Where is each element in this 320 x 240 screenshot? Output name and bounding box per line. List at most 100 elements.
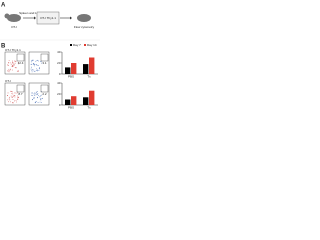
event-dot bbox=[12, 102, 14, 104]
x-tick-label: PBS bbox=[68, 105, 74, 109]
event-dot bbox=[9, 99, 11, 101]
event-dot bbox=[36, 96, 38, 98]
arrow-head bbox=[34, 16, 36, 20]
event-dot bbox=[11, 93, 13, 95]
event-dot bbox=[11, 65, 13, 67]
event-dot bbox=[14, 96, 16, 98]
event-dot bbox=[34, 63, 36, 65]
event-dot bbox=[7, 95, 8, 97]
event-dot bbox=[33, 64, 34, 66]
event-dot bbox=[34, 92, 36, 94]
mouse-icon bbox=[7, 14, 21, 22]
gate bbox=[40, 84, 49, 93]
event-dot bbox=[30, 68, 32, 70]
bar bbox=[65, 67, 71, 74]
event-dot bbox=[16, 101, 17, 103]
event-dot bbox=[8, 98, 10, 100]
event-dot bbox=[11, 96, 13, 98]
event-dot bbox=[11, 66, 13, 68]
event-dot bbox=[18, 61, 19, 63]
event-dot bbox=[31, 70, 33, 71]
event-dot bbox=[14, 60, 16, 62]
transfer-box bbox=[36, 11, 60, 25]
event-dot bbox=[8, 62, 10, 64]
flow-plot bbox=[28, 82, 50, 106]
event-dot bbox=[37, 70, 38, 72]
event-dot bbox=[13, 64, 15, 66]
event-dot bbox=[10, 101, 12, 103]
event-dot bbox=[15, 99, 17, 101]
event-dot bbox=[34, 102, 36, 104]
event-dot bbox=[14, 100, 16, 102]
event-dot bbox=[34, 94, 36, 96]
event-dot bbox=[10, 63, 12, 65]
event-dot bbox=[33, 93, 35, 95]
event-dot bbox=[31, 94, 33, 96]
bar bbox=[89, 57, 95, 74]
bar bbox=[83, 97, 89, 105]
event-dot bbox=[36, 92, 37, 94]
event-dot bbox=[12, 99, 14, 100]
event-dot bbox=[7, 70, 9, 72]
event-dot bbox=[37, 93, 38, 95]
event-dot bbox=[33, 96, 35, 98]
event-dot bbox=[7, 99, 9, 101]
event-dot bbox=[41, 101, 43, 103]
bar bbox=[71, 63, 77, 74]
event-dot bbox=[40, 99, 42, 101]
legend-label: Day 7 bbox=[73, 43, 81, 47]
event-dot bbox=[39, 96, 41, 98]
event-dot bbox=[11, 69, 13, 71]
event-dot bbox=[33, 63, 35, 65]
event-dot bbox=[39, 67, 40, 69]
event-dot bbox=[16, 92, 18, 94]
event-dot bbox=[37, 102, 39, 103]
event-dot bbox=[17, 69, 19, 71]
event-dot bbox=[12, 95, 14, 97]
event-dot bbox=[36, 94, 38, 96]
event-dot bbox=[7, 70, 9, 71]
event-dot bbox=[37, 69, 38, 71]
x-tick-label: PBS bbox=[68, 74, 74, 78]
event-dot bbox=[40, 95, 42, 97]
event-dot bbox=[16, 71, 18, 73]
event-dot bbox=[12, 66, 14, 68]
arrow-head bbox=[70, 16, 72, 20]
event-dot bbox=[7, 92, 9, 94]
event-dot bbox=[32, 69, 33, 70]
mouse-head bbox=[4, 13, 10, 19]
event-dot bbox=[9, 96, 10, 98]
event-dot bbox=[35, 64, 37, 65]
panel-label: B bbox=[1, 44, 6, 50]
event-dot bbox=[32, 95, 33, 97]
event-dot bbox=[42, 97, 43, 99]
source-label: Spleen and LN bbox=[19, 11, 39, 15]
event-dot bbox=[12, 62, 14, 64]
event-dot bbox=[14, 95, 16, 97]
event-dot bbox=[31, 60, 33, 62]
event-dot bbox=[18, 96, 19, 98]
legend-swatch bbox=[84, 44, 86, 46]
y-tick-label: 20 bbox=[57, 61, 61, 65]
event-dot bbox=[7, 64, 8, 66]
event-dot bbox=[33, 94, 35, 96]
event-dot bbox=[14, 92, 16, 94]
event-dot bbox=[41, 94, 43, 96]
event-dot bbox=[12, 64, 13, 66]
gate-percent: 12.4 bbox=[18, 61, 24, 65]
event-dot bbox=[12, 60, 13, 62]
event-dot bbox=[32, 99, 33, 100]
event-dot bbox=[33, 69, 35, 71]
event-dot bbox=[8, 101, 9, 103]
flow-plot bbox=[4, 82, 26, 106]
readout-label: Flow cytometry bbox=[74, 25, 95, 29]
event-dot bbox=[35, 100, 37, 102]
y-tick-label: 0 bbox=[59, 72, 61, 76]
event-dot bbox=[31, 59, 33, 61]
event-dot bbox=[12, 93, 14, 95]
event-dot bbox=[8, 71, 10, 73]
flow-plot bbox=[4, 51, 26, 75]
event-dot bbox=[36, 70, 37, 71]
event-dot bbox=[33, 98, 35, 99]
row-label: OT-I bbox=[5, 79, 11, 83]
